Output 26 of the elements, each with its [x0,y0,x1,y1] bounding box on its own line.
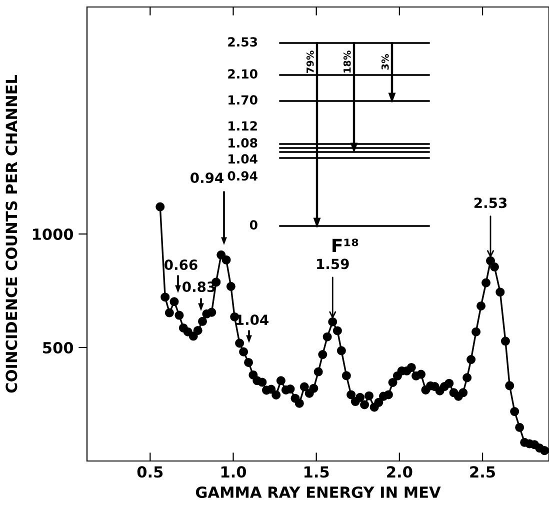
annotation: 1.70 [228,95,258,105]
annotation: 2.10 [228,69,258,79]
annotation: 18% [343,50,351,73]
x-tick-label: 1.5 [304,466,329,478]
y-axis-title: COINCIDENCE COUNTS PER CHANNEL [6,74,18,393]
y-tick-label: 500 [43,342,74,354]
annotation: 1.12 [228,121,257,130]
annotation: 1.59 [317,258,349,270]
annotation: 2.53 [228,37,258,47]
annotation: 0.94 [190,172,224,184]
x-tick-label: 0.5 [137,466,163,478]
annotation: 0.94 [228,171,258,181]
x-tick-label: 2.0 [387,466,412,478]
x-tick-label: 2.5 [470,466,495,478]
annotation: 1.08 [228,138,258,148]
annotation: 1.04 [236,314,268,326]
annotation: 0.66 [164,260,198,270]
annotation: 3% [381,54,389,70]
annotation: 2.53 [474,198,507,208]
annotation: 1.04 [228,154,258,164]
annotation: F¹⁸ [332,238,358,252]
x-tick-label: 1.0 [221,466,246,478]
annotation: 79% [306,50,314,73]
annotation: 0 [250,220,258,230]
y-tick-label: 1000 [33,228,74,240]
x-axis-title: GAMMA RAY ENERGY IN MEV [196,486,441,498]
